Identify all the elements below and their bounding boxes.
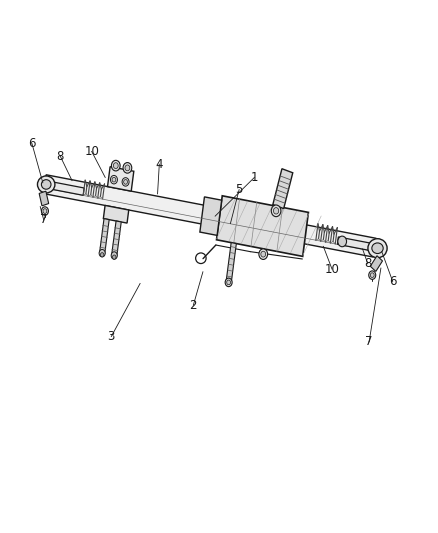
Ellipse shape: [124, 180, 127, 184]
Ellipse shape: [122, 177, 129, 186]
Ellipse shape: [110, 175, 117, 184]
Ellipse shape: [111, 160, 120, 171]
Ellipse shape: [125, 165, 130, 171]
Text: 6: 6: [28, 137, 35, 150]
Ellipse shape: [225, 278, 232, 287]
Ellipse shape: [41, 207, 48, 215]
Polygon shape: [216, 196, 308, 256]
Ellipse shape: [368, 271, 375, 279]
Polygon shape: [226, 243, 236, 283]
Text: 1: 1: [250, 171, 258, 184]
Ellipse shape: [258, 249, 267, 260]
Text: 7: 7: [40, 213, 47, 227]
Polygon shape: [107, 167, 134, 191]
Polygon shape: [51, 182, 84, 195]
Ellipse shape: [226, 280, 230, 285]
Polygon shape: [99, 219, 109, 254]
Ellipse shape: [100, 253, 104, 257]
Ellipse shape: [371, 243, 382, 254]
Polygon shape: [43, 175, 375, 257]
Polygon shape: [199, 197, 221, 236]
Ellipse shape: [112, 177, 116, 182]
Ellipse shape: [273, 208, 278, 214]
Text: 7: 7: [364, 335, 372, 348]
Ellipse shape: [113, 163, 118, 168]
Ellipse shape: [260, 251, 265, 257]
Ellipse shape: [37, 176, 55, 193]
Ellipse shape: [43, 209, 47, 213]
Ellipse shape: [367, 239, 386, 258]
Ellipse shape: [271, 205, 280, 216]
Polygon shape: [272, 169, 292, 208]
Ellipse shape: [123, 163, 131, 173]
Ellipse shape: [99, 249, 105, 257]
Ellipse shape: [41, 180, 51, 189]
Text: 4: 4: [155, 158, 162, 171]
Text: 10: 10: [84, 145, 99, 158]
Text: 8: 8: [57, 150, 64, 163]
Polygon shape: [370, 256, 381, 271]
Text: 5: 5: [235, 183, 242, 196]
Text: 10: 10: [324, 263, 339, 276]
Ellipse shape: [370, 273, 373, 278]
Ellipse shape: [112, 255, 116, 259]
Text: 3: 3: [107, 330, 115, 343]
Polygon shape: [103, 205, 128, 223]
Polygon shape: [337, 237, 372, 251]
Text: 6: 6: [388, 275, 396, 288]
Polygon shape: [111, 221, 121, 256]
Text: 2: 2: [189, 298, 197, 312]
Ellipse shape: [111, 252, 117, 259]
Polygon shape: [39, 191, 49, 206]
Ellipse shape: [337, 236, 346, 247]
Text: 8: 8: [363, 257, 371, 270]
